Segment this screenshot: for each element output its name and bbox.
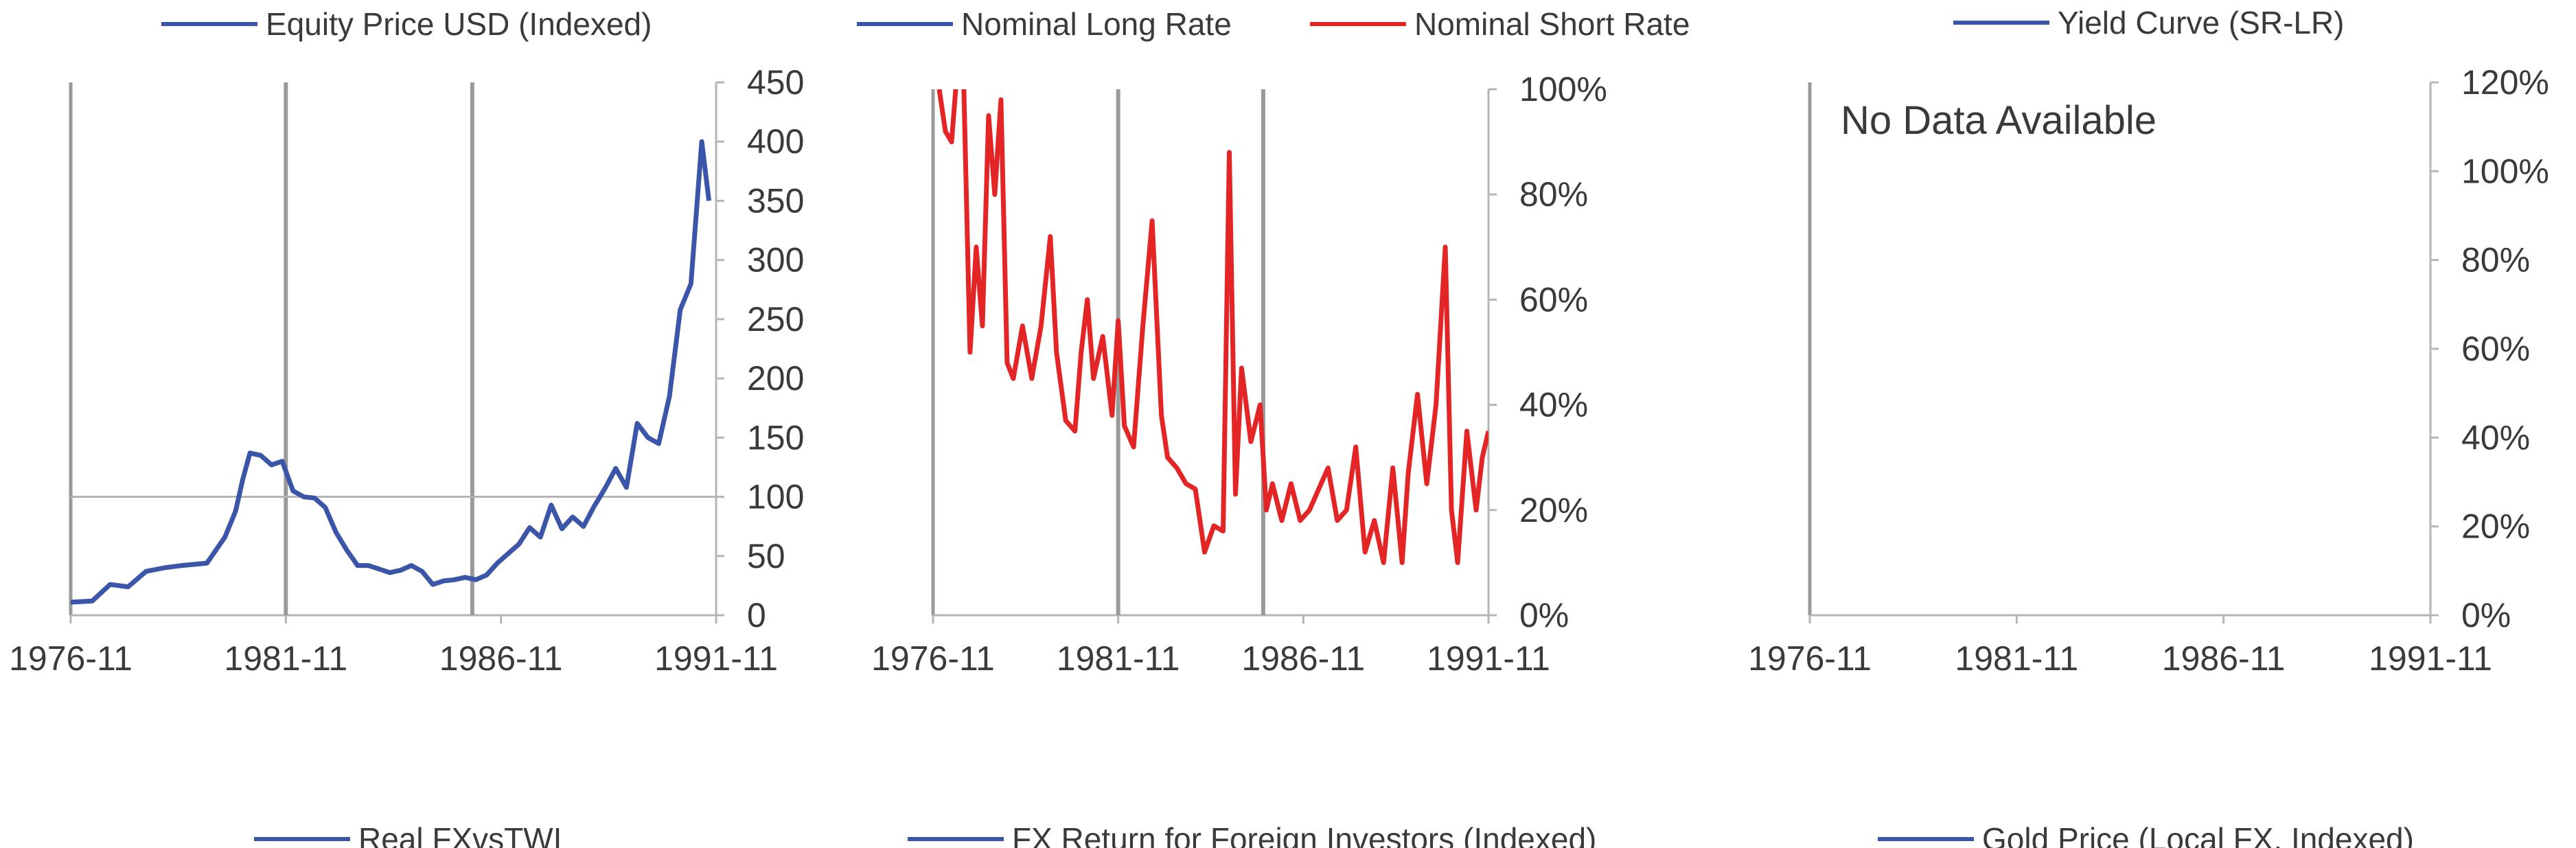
y-tick-label: 300 <box>747 241 804 279</box>
x-tick-label: 1991-11 <box>654 639 778 678</box>
y-tick-label: 450 <box>747 63 804 102</box>
chart-panel-3: Yield Curve (SR-LR) 0% 20% 40% 60% 80% 100% 120… <box>1748 5 2549 678</box>
x-tick-label: 1981-11 <box>1955 639 2078 678</box>
y-tick-label: 400 <box>747 122 804 161</box>
legend-label-fx-return-for-foreign-investors-indexed: FX Return for Foreign Investors (Indexed… <box>1012 821 1596 848</box>
legend-label-equity-price-usd-indexed: Equity Price USD (Indexed) <box>266 6 652 42</box>
series-line-1 <box>936 89 1488 565</box>
y-tick-label: 100 <box>747 478 804 516</box>
chart-panel-2: Nominal Long Rate Nominal Short Rate 0% 20%… <box>857 6 1690 678</box>
chart-panel-5: FX Return for Foreign Investors (Indexed… <box>908 821 1596 848</box>
y-tick-label: 200 <box>747 359 804 398</box>
legend-label-yield-curve-sr-lr: Yield Curve (SR-LR) <box>2058 5 2345 41</box>
x-tick-label: 1981-11 <box>1057 639 1180 678</box>
y-tick-label: 150 <box>747 418 804 457</box>
chart-panel-6: Gold Price (Local FX, Indexed) <box>1878 821 2414 848</box>
no-data-annotation: No Data Available <box>1841 98 2157 143</box>
y-tick-label: 40% <box>2461 418 2530 457</box>
series-line-1 <box>71 139 712 605</box>
x-tick-label: 1986-11 <box>1241 639 1365 678</box>
legend-label-nominal-short-rate: Nominal Short Rate <box>1414 6 1690 42</box>
y-tick-label: 60% <box>1519 280 1588 319</box>
legend-label-real-fxvstwi: Real FXvsTWI <box>358 821 562 848</box>
x-tick-label: 1976-11 <box>9 639 133 678</box>
y-tick-label: 120% <box>2461 63 2549 102</box>
x-tick-label: 1976-11 <box>871 639 995 678</box>
y-tick-label: 60% <box>2461 330 2530 368</box>
y-tick-label: 0% <box>1519 596 1569 634</box>
y-tick-label: 40% <box>1519 386 1588 424</box>
chart-panel-1: Equity Price USD (Indexed) 0 50 100 150 200 25… <box>9 6 804 678</box>
y-tick-label: 250 <box>747 300 804 339</box>
x-tick-label: 1991-11 <box>2369 639 2492 678</box>
y-tick-label: 100% <box>2461 152 2549 190</box>
x-tick-label: 1981-11 <box>224 639 347 678</box>
x-tick-label: 1991-11 <box>1427 639 1550 678</box>
y-tick-label: 20% <box>1519 491 1588 529</box>
y-tick-label: 50 <box>747 537 785 575</box>
y-tick-label: 100% <box>1519 70 1607 108</box>
legend-label-nominal-long-rate: Nominal Long Rate <box>961 6 1232 42</box>
y-tick-label: 20% <box>2461 507 2530 546</box>
y-tick-label: 0 <box>747 596 766 634</box>
x-tick-label: 1976-11 <box>1748 639 1872 678</box>
chart-panel-4: Real FXvsTWI <box>254 821 562 848</box>
x-tick-label: 1986-11 <box>439 639 563 678</box>
y-tick-label: 350 <box>747 181 804 220</box>
y-tick-label: 80% <box>1519 175 1588 214</box>
legend-label-gold-price-local-fx-indexed: Gold Price (Local FX, Indexed) <box>1982 821 2414 848</box>
x-tick-label: 1986-11 <box>2162 639 2286 678</box>
y-tick-label: 0% <box>2461 596 2511 634</box>
y-tick-label: 80% <box>2461 241 2530 279</box>
